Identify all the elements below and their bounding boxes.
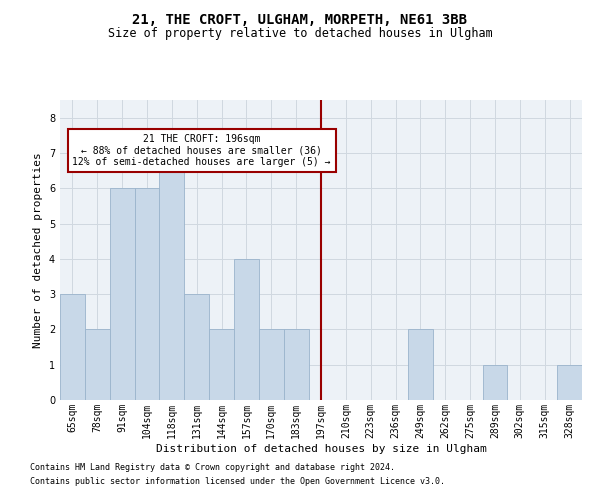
Bar [60, 294, 85, 400]
Bar [408, 330, 433, 400]
Text: 21, THE CROFT, ULGHAM, MORPETH, NE61 3BB: 21, THE CROFT, ULGHAM, MORPETH, NE61 3BB [133, 12, 467, 26]
Text: Size of property relative to detached houses in Ulgham: Size of property relative to detached ho… [107, 28, 493, 40]
Bar [557, 364, 582, 400]
Bar [259, 330, 284, 400]
Y-axis label: Number of detached properties: Number of detached properties [34, 152, 43, 348]
Text: Contains HM Land Registry data © Crown copyright and database right 2024.: Contains HM Land Registry data © Crown c… [30, 464, 395, 472]
Bar [110, 188, 134, 400]
Bar [85, 330, 110, 400]
Text: 21 THE CROFT: 196sqm
← 88% of detached houses are smaller (36)
12% of semi-detac: 21 THE CROFT: 196sqm ← 88% of detached h… [73, 134, 331, 166]
Text: Contains public sector information licensed under the Open Government Licence v3: Contains public sector information licen… [30, 477, 445, 486]
Bar [160, 153, 184, 400]
Bar [284, 330, 308, 400]
Bar [184, 294, 209, 400]
Bar [134, 188, 160, 400]
Bar [234, 259, 259, 400]
Bar [209, 330, 234, 400]
Bar [482, 364, 508, 400]
X-axis label: Distribution of detached houses by size in Ulgham: Distribution of detached houses by size … [155, 444, 487, 454]
